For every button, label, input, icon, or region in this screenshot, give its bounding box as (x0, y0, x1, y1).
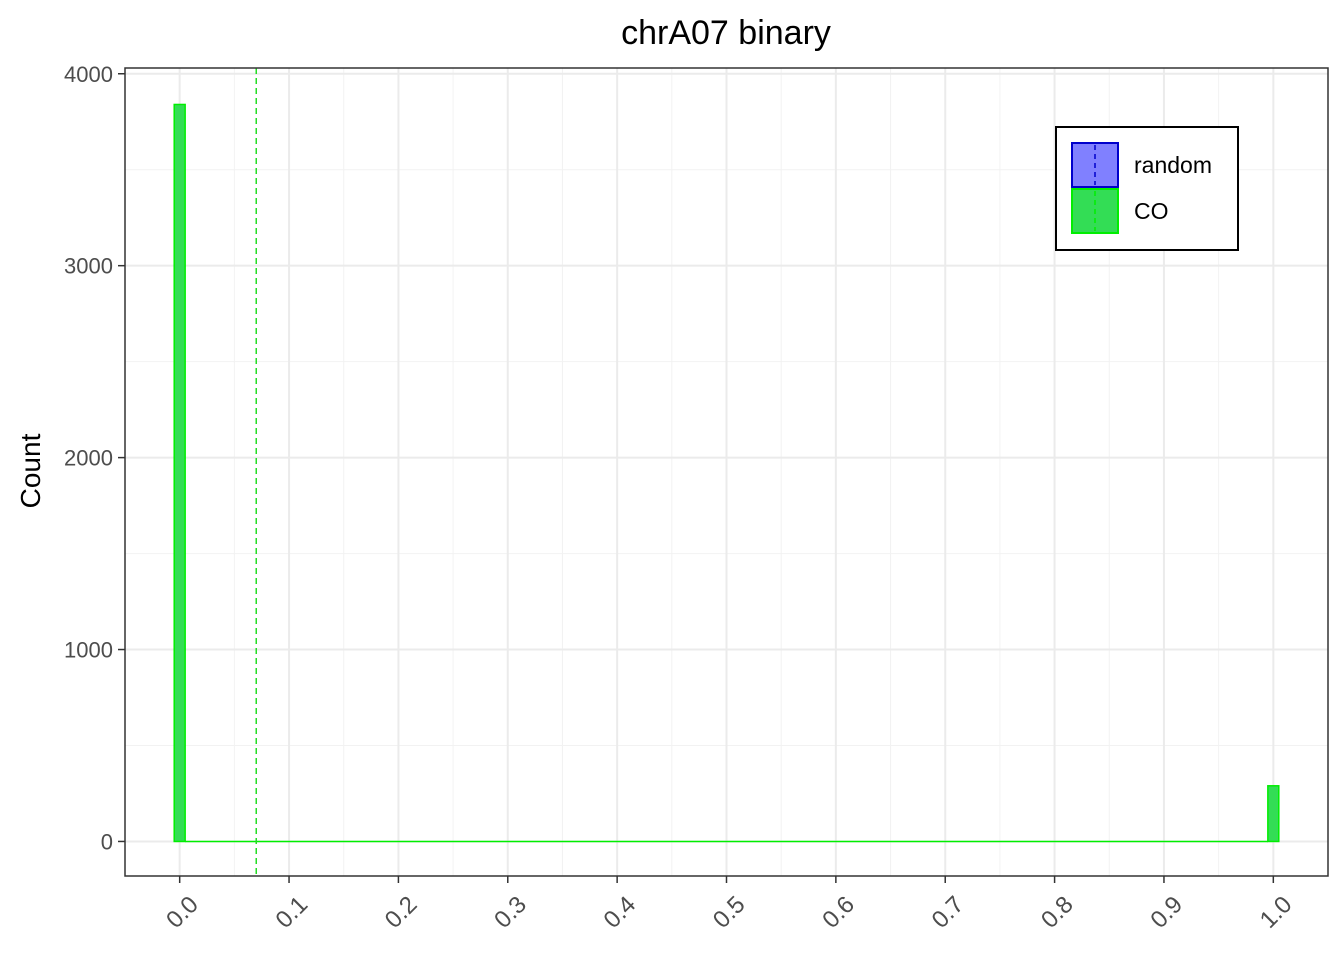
x-tick-label: 0.7 (927, 891, 970, 934)
x-tick-label: 0.3 (489, 891, 532, 934)
x-tick-label: 0.5 (708, 891, 751, 934)
legend-label-random: random (1134, 152, 1212, 178)
legend-label-co: CO (1134, 198, 1169, 224)
x-tick-label: 0.2 (380, 891, 423, 934)
bar-co-1 (1267, 785, 1280, 843)
y-tick-label: 0 (101, 829, 113, 854)
bar-co-0 (173, 103, 186, 843)
x-tick-label: 0.8 (1036, 891, 1079, 934)
chart-title: chrA07 binary (621, 14, 831, 52)
y-tick-label: 2000 (64, 446, 113, 471)
x-tick-label: 0.0 (161, 891, 204, 934)
y-axis-label: Count (15, 433, 46, 508)
x-tick-label: 0.6 (817, 891, 860, 934)
x-tick-label: 0.1 (270, 891, 313, 934)
y-tick-label: 4000 (64, 62, 113, 87)
x-tick-label: 0.4 (599, 891, 642, 934)
y-tick-label: 3000 (64, 254, 113, 279)
x-tick-label: 0.9 (1145, 891, 1188, 934)
y-tick-label: 1000 (64, 638, 113, 663)
legend: random CO (1055, 126, 1239, 251)
x-tick-label: 1.0 (1255, 891, 1298, 934)
